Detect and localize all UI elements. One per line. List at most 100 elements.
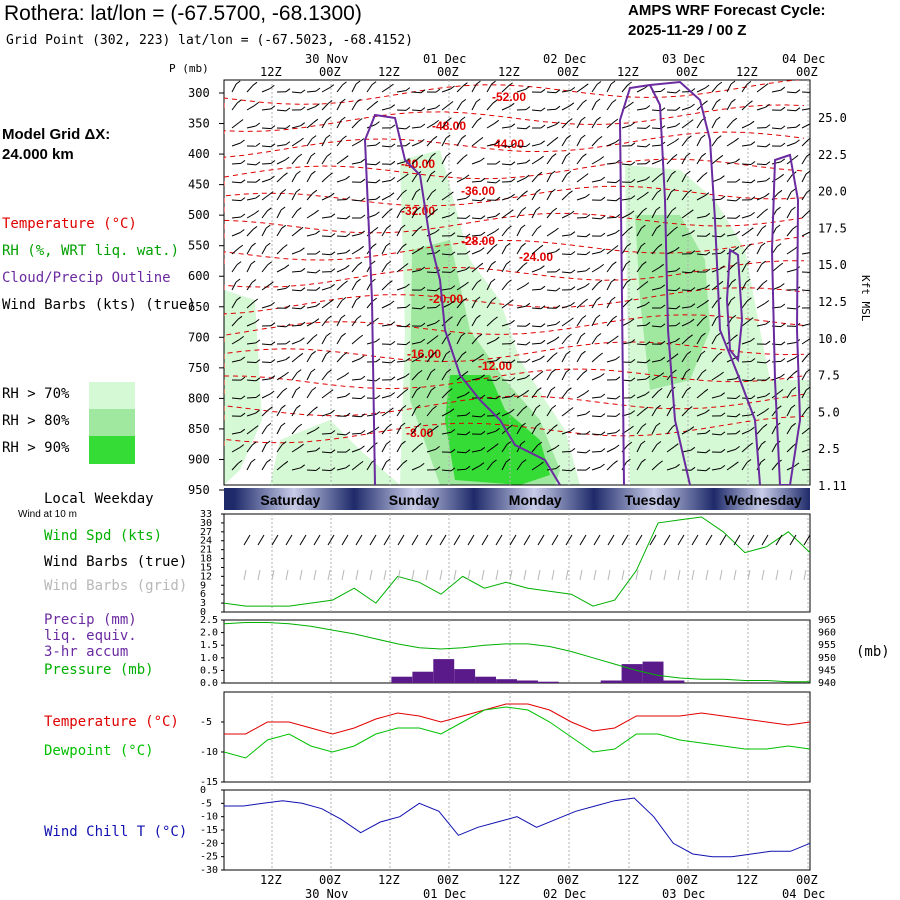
wind-barb-flag <box>540 339 546 344</box>
wind-barb-flag <box>236 261 242 266</box>
wind-barb-flag <box>374 426 380 431</box>
wind-barb-shaft <box>411 157 420 165</box>
wind-barb-flag <box>420 89 426 94</box>
wind-barb-flag <box>345 448 351 453</box>
wind-barb-shaft <box>576 451 587 454</box>
wind-barb-flag <box>506 441 512 445</box>
wind-barb-shaft <box>786 307 797 310</box>
wind-barb-shaft <box>501 263 507 273</box>
wind-barb-flag <box>240 412 246 417</box>
wind-barb-flag <box>476 314 481 319</box>
top-hour-label: 00Z <box>437 65 459 79</box>
wind-barb-flag <box>389 300 395 305</box>
wind-barb-flag <box>536 422 541 427</box>
wind-barb-flag <box>687 135 692 140</box>
wind-barb-flag <box>765 124 771 128</box>
wind-barb-shaft <box>576 176 585 183</box>
wind-barb-flag <box>389 407 394 412</box>
wind-barb-flag <box>745 260 751 265</box>
wind-barb-shaft <box>546 372 553 381</box>
wind-barb-shaft <box>381 395 391 399</box>
wind-barb-shaft <box>411 341 421 345</box>
top-hour-label: 00Z <box>319 65 341 79</box>
wind-barb-shaft <box>426 192 433 201</box>
wind-barb-shaft <box>411 228 419 237</box>
wind-barb-flag <box>596 81 602 85</box>
wind-barb-flag <box>449 408 455 413</box>
wind-barb-shaft <box>741 246 748 255</box>
wind-barb-flag <box>540 140 546 145</box>
wind-barb-flag <box>360 395 366 400</box>
wind-barb-shaft <box>531 174 539 183</box>
wind-barb-flag <box>525 322 531 327</box>
wind-barb-flag <box>763 208 769 213</box>
wind-barb-flag <box>462 154 468 159</box>
surface-wind-barb <box>257 534 265 546</box>
wind-barb-shaft <box>261 245 267 255</box>
wind-barb-shaft <box>441 137 447 147</box>
wind-barb-flag <box>375 211 380 216</box>
wind-barb-flag <box>375 179 381 184</box>
wind-barb-shaft <box>366 103 375 111</box>
wind-barb-shaft <box>696 391 705 399</box>
wind-barb-shaft <box>381 179 391 183</box>
wind-barb-shaft <box>561 320 570 327</box>
wind-barb-flag <box>493 316 498 321</box>
wind-barb-shaft <box>651 246 659 255</box>
wind-barb-shaft <box>471 415 482 418</box>
wind-barb-shaft <box>756 361 767 364</box>
wind-barb-shaft <box>756 395 766 399</box>
isotherm-label: -52.00 <box>492 90 526 104</box>
wind-barb-shaft <box>606 199 617 202</box>
wind-barb-flag <box>746 81 752 85</box>
wind-barb-flag <box>434 228 440 233</box>
wind-barb-flag <box>720 175 725 180</box>
wind-barb-shaft <box>456 177 466 183</box>
wind-barb-flag <box>627 298 633 303</box>
wind-barb-flag <box>403 263 409 267</box>
wind-barb-flag <box>811 250 815 253</box>
wind-barb-flag <box>551 404 557 409</box>
wind-barb-flag <box>720 265 725 270</box>
wind-barb-shaft <box>381 86 390 93</box>
wind-barb-shaft <box>561 390 568 399</box>
wind-barb-flag <box>715 116 721 121</box>
wind-barb-flag <box>237 99 242 104</box>
wind-barb-shaft <box>306 390 313 399</box>
wind-barb-flag <box>430 386 436 391</box>
wind-barb-shaft <box>651 227 657 237</box>
grid-wind-barb <box>719 569 723 581</box>
wind-barb-flag <box>675 337 680 342</box>
weekday-label: Saturday <box>260 492 320 508</box>
wind-barb-flag <box>748 317 754 322</box>
wind-barb-flag <box>418 154 424 159</box>
wind-barb-shaft <box>801 123 810 129</box>
wind-barb-flag <box>705 268 711 273</box>
wind-barb-shaft <box>801 448 810 453</box>
wind-barb-flag <box>615 229 620 234</box>
wind-barb-shaft <box>501 411 511 417</box>
wind-barb-flag <box>701 332 706 337</box>
wind-barb-shaft <box>411 91 422 94</box>
wind-barb-flag <box>585 430 591 435</box>
wind-barb-flag <box>435 319 440 324</box>
wind-barb-flag <box>674 246 680 251</box>
wind-barb-flag <box>418 442 424 447</box>
wind-barb-flag <box>673 353 679 358</box>
wind-barb-shaft <box>591 466 601 471</box>
wind-barb-flag <box>811 466 815 469</box>
wind-barb-shaft <box>441 88 451 93</box>
wind-barb-flag <box>613 245 619 249</box>
wind-barb-shaft <box>606 299 612 309</box>
wind-barb-flag <box>555 89 561 94</box>
wind-barb-flag <box>250 260 256 265</box>
bottom-hour-label: 12Z <box>260 873 282 887</box>
wind-barb-flag <box>656 441 662 445</box>
wind-barb-shaft <box>636 210 644 219</box>
wind-barb-shaft <box>681 155 687 165</box>
wind-barb-flag <box>656 224 661 229</box>
wind-barb-flag <box>372 297 378 302</box>
wind-barb-flag <box>582 153 587 158</box>
wind-barb-shaft <box>276 175 284 183</box>
wind-barb-flag <box>643 406 649 411</box>
